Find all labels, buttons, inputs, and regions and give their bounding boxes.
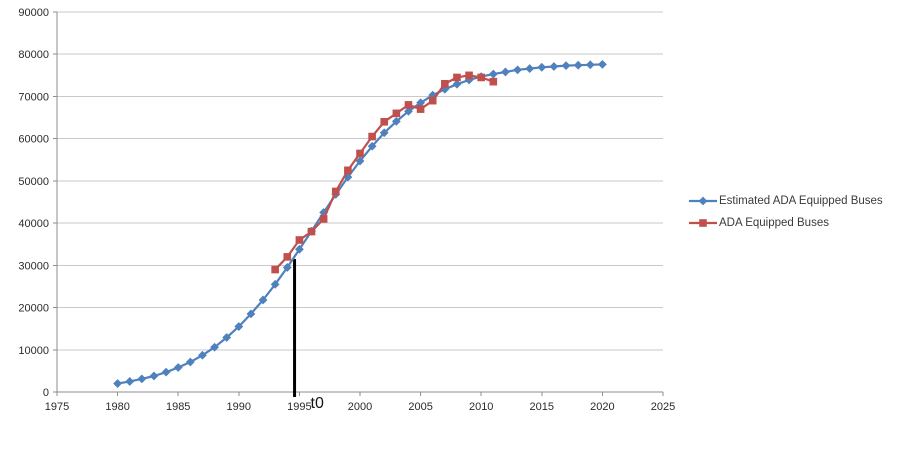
marker-diamond — [525, 64, 535, 73]
x-tick-label: 1995 — [287, 401, 311, 413]
marker-square — [453, 73, 461, 82]
marker-diamond — [161, 367, 171, 377]
y-tick-label: 90000 — [18, 7, 49, 19]
marker-square — [295, 236, 304, 244]
marker-square — [356, 149, 364, 158]
marker-square — [392, 109, 401, 118]
y-tick-label: 50000 — [18, 176, 49, 188]
marker-diamond — [367, 141, 377, 151]
marker-diamond — [598, 59, 607, 69]
marker-diamond — [295, 244, 304, 254]
x-tick-label: 1990 — [227, 401, 251, 413]
axes — [56, 12, 663, 393]
x-axis-ticks: 1975 1980 1985 1990 1995 2000 2005 2010 2015 2020… — [45, 392, 675, 413]
marker-square — [404, 101, 413, 109]
marker-diamond — [501, 67, 510, 77]
x-tick-label: 1980 — [105, 401, 129, 413]
marker-diamond — [561, 61, 571, 71]
series-estimated — [113, 59, 607, 388]
marker-square — [307, 227, 316, 236]
x-tick-label: 1985 — [166, 401, 190, 413]
marker-diamond — [246, 309, 256, 319]
x-tick-label: 1975 — [45, 401, 69, 413]
actual-series-sample-icon — [689, 219, 717, 227]
x-tick-label: 2025 — [651, 401, 675, 413]
marker-diamond — [573, 60, 583, 70]
marker-diamond — [379, 128, 389, 138]
marker-diamond — [488, 69, 498, 79]
marker-square — [489, 77, 498, 86]
gridlines — [57, 11, 663, 351]
marker-diamond — [185, 357, 195, 367]
marker-square — [428, 96, 437, 105]
marker-square — [416, 105, 425, 113]
legend-marker-square — [699, 219, 707, 227]
marker-diamond — [404, 106, 413, 116]
x-tick-label: 2015 — [530, 401, 554, 413]
marker-diamond — [113, 379, 122, 388]
marker-diamond — [391, 116, 401, 126]
marker-diamond — [173, 363, 183, 372]
y-tick-label: 40000 — [18, 218, 49, 230]
marker-diamond — [222, 333, 232, 342]
marker-square — [380, 117, 389, 126]
marker-diamond — [537, 62, 547, 72]
y-tick-label: 30000 — [18, 260, 49, 272]
marker-diamond — [343, 172, 353, 182]
marker-diamond — [198, 350, 207, 360]
marker-diamond — [137, 374, 147, 384]
estimated-series-sample-icon — [689, 196, 717, 206]
marker-diamond — [416, 98, 425, 108]
marker-diamond — [585, 60, 595, 70]
t0-label: t0 — [311, 395, 324, 412]
y-tick-label: 10000 — [18, 345, 49, 357]
legend-label-estimated: Estimated ADA Equipped Buses — [719, 195, 883, 207]
x-tick-label: 2010 — [469, 401, 493, 413]
marker-square — [331, 187, 340, 196]
x-tick-label: 2005 — [408, 401, 432, 413]
marker-diamond — [125, 377, 135, 386]
legend-item-estimated: Estimated ADA Equipped Buses — [688, 195, 883, 207]
marker-diamond — [452, 79, 462, 89]
marker-diamond — [149, 371, 159, 381]
legend-label-actual: ADA Equipped Buses — [719, 217, 829, 229]
series-line-estimated — [116, 63, 604, 385]
x-tick-label: 2000 — [348, 401, 372, 413]
x-tick-label: 2020 — [590, 401, 614, 413]
marker-square — [271, 265, 279, 274]
marker-diamond — [234, 322, 244, 331]
marker-diamond — [549, 62, 559, 71]
y-axis-ticks: 0 10000 20000 30000 40000 50000 60000 70000 8000… — [18, 7, 57, 399]
marker-diamond — [210, 342, 219, 352]
y-tick-label: 70000 — [18, 91, 49, 103]
marker-square — [465, 71, 473, 80]
marker-diamond — [355, 156, 365, 166]
y-tick-label: 80000 — [18, 49, 49, 61]
legend-marker-diamond — [698, 196, 708, 206]
y-tick-label: 20000 — [18, 303, 49, 315]
marker-square — [368, 132, 376, 141]
marker-diamond — [513, 65, 522, 75]
marker-diamond — [270, 279, 280, 289]
marker-diamond — [258, 295, 268, 305]
marker-square — [319, 215, 328, 223]
y-tick-label: 0 — [43, 387, 49, 399]
legend-item-actual: ADA Equipped Buses — [688, 217, 883, 229]
y-tick-label: 60000 — [18, 134, 49, 146]
series-line-actual — [274, 74, 495, 271]
marker-square — [477, 73, 485, 82]
marker-square — [441, 79, 449, 88]
t0-annotation: t0 — [293, 259, 324, 412]
series-actual — [271, 71, 498, 274]
marker-square — [283, 253, 292, 261]
marker-diamond — [282, 263, 292, 272]
chart-legend: Estimated ADA Equipped Buses ADA Equippe… — [688, 195, 883, 229]
marker-square — [344, 166, 352, 175]
